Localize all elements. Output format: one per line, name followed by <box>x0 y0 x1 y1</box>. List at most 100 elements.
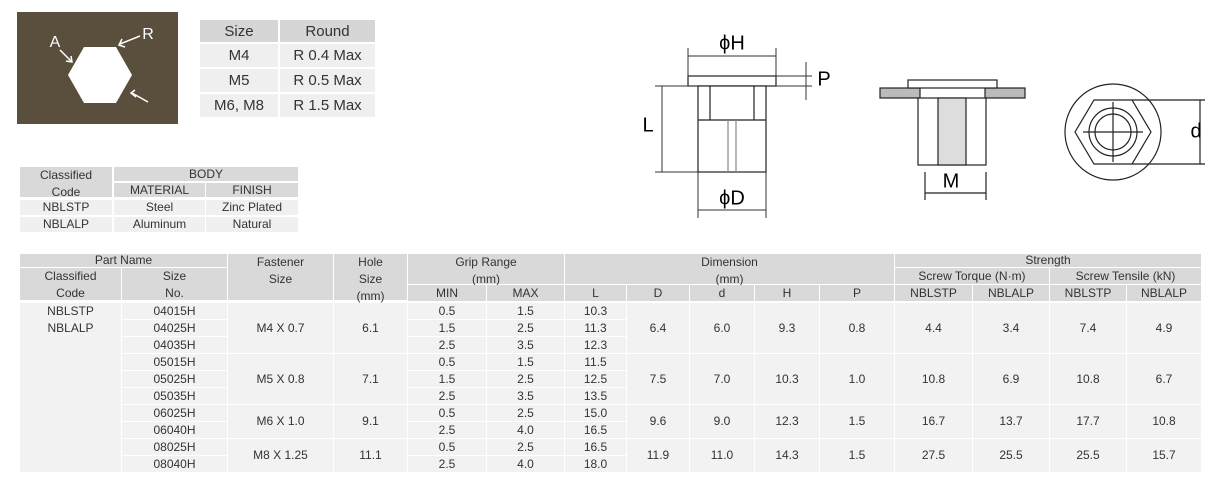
dimension-l-text: 11.5 <box>584 354 607 369</box>
dimension-d-outer-text: 6.4 <box>649 320 667 335</box>
header-cell-text: P <box>852 285 861 300</box>
grip-max-text: 4.0 <box>517 456 534 471</box>
size-no-text: 06040H <box>153 422 196 437</box>
round-cell-text: R 0.4 Max <box>293 47 362 64</box>
size-no-text: 04015H <box>153 303 196 318</box>
screw-tensile: 25.5 <box>1050 439 1126 472</box>
screw-torque-text: 10.8 <box>921 371 946 386</box>
material-cell-text: Aluminum <box>132 217 187 231</box>
size-cell-text: M4 <box>228 47 250 64</box>
grip-min: 0.5 <box>408 405 486 421</box>
hole-size: 9.1 <box>334 405 407 438</box>
material-cell-text: NBLALP <box>42 217 90 231</box>
size-no-text: 05035H <box>153 388 196 403</box>
grip-min: 0.5 <box>408 354 486 370</box>
screw-torque-text: 3.4 <box>1002 320 1020 335</box>
size-no-text: 05015H <box>153 354 196 369</box>
header-cell-text: Size <box>162 269 187 283</box>
header-cell: MIN <box>408 285 486 301</box>
grip-min-text: 0.5 <box>438 354 456 369</box>
screw-torque: 25.5 <box>973 439 1049 472</box>
dimension-d-thread-text: 9.0 <box>713 414 731 428</box>
grip-max-text: 2.5 <box>517 371 534 386</box>
header-cell: P <box>820 285 894 301</box>
header-cell-text: Screw Torque (N·m) <box>918 268 1026 283</box>
size-no-text: 04035H <box>153 337 196 352</box>
header-cell: Strength <box>895 253 1201 267</box>
screw-tensile-text: 25.5 <box>1076 448 1100 462</box>
grip-max: 2.5 <box>487 320 564 336</box>
screw-torque: 16.7 <box>895 405 972 438</box>
header-cell: d <box>690 285 754 301</box>
header-cell: Part Name <box>20 253 227 267</box>
grip-max: 2.5 <box>487 405 564 421</box>
dimension-d-thread: 9.0 <box>690 405 754 438</box>
header-cell-text: No. <box>165 286 184 300</box>
dimension-h: 12.3 <box>755 405 819 438</box>
dimension-label: M <box>943 170 960 192</box>
grip-max: 1.5 <box>487 354 564 370</box>
dimension-p: 1.5 <box>820 439 894 472</box>
round-cell-text: R 1.5 Max <box>293 97 362 114</box>
screw-tensile-text: 10.8 <box>1076 371 1100 386</box>
dimension-h: 10.3 <box>755 354 819 404</box>
screw-tensile: 15.7 <box>1127 439 1201 472</box>
screw-tensile-text: 15.7 <box>1152 448 1176 462</box>
grip-max: 3.5 <box>487 337 564 353</box>
header-cell-text: MAX <box>512 285 539 300</box>
screw-torque: 13.7 <box>973 405 1049 438</box>
material-cell-text: Natural <box>232 217 272 231</box>
screw-torque: 3.4 <box>973 303 1049 353</box>
grip-max: 3.5 <box>487 388 564 404</box>
dimension-p: 1.0 <box>820 354 894 404</box>
header-cell: L <box>565 285 626 301</box>
dimension-p-text: 1.5 <box>848 414 866 428</box>
dimension-d-outer: 11.9 <box>627 439 689 472</box>
screw-tensile: 10.8 <box>1050 354 1126 404</box>
classified-code-text: NBLALP <box>47 321 94 335</box>
dimension-l: 11.5 <box>565 354 626 370</box>
dimension-d-outer: 9.6 <box>627 405 689 438</box>
header-cell-text: Classified <box>39 168 93 182</box>
header-cell-text: NBLSTP <box>910 285 957 300</box>
hole-size-text: 11.1 <box>359 448 382 462</box>
fastener-size: M4 X 0.7 <box>228 303 333 353</box>
grip-min: 2.5 <box>408 388 486 404</box>
size-no: 06025H <box>122 405 227 421</box>
round-cell: R 0.4 Max <box>280 44 375 67</box>
dimension-l: 12.3 <box>565 337 626 353</box>
material-cell: NBLSTP <box>20 200 112 215</box>
header-cell: NBLALP <box>973 285 1049 301</box>
dimension-p-text: 0.8 <box>848 320 866 335</box>
material-cell-text: Steel <box>145 200 174 214</box>
classified-code-text: NBLSTP <box>47 304 94 318</box>
header-cell: Grip Range (mm) <box>408 254 564 286</box>
dimension-l-text: 16.5 <box>583 422 608 437</box>
header-cell: Hole Size (mm) <box>334 254 407 303</box>
grip-min-text: 0.5 <box>438 439 456 454</box>
dimension-d-thread: 7.0 <box>690 354 754 404</box>
size-no: 05025H <box>122 371 227 387</box>
header-cell-text: L <box>592 285 599 300</box>
dimension-h: 9.3 <box>755 303 819 353</box>
hole-size-text: 6.1 <box>362 320 379 335</box>
screw-tensile: 17.7 <box>1050 405 1126 438</box>
grip-max-text: 2.5 <box>517 439 534 454</box>
material-cell: NBLALP <box>20 217 112 232</box>
screw-tensile: 7.4 <box>1050 303 1126 353</box>
grip-max: 4.0 <box>487 456 564 472</box>
screw-tensile-text: 7.4 <box>1079 320 1097 335</box>
fastener-size: M5 X 0.8 <box>228 354 333 404</box>
screw-torque-text: 6.9 <box>1002 371 1020 386</box>
header-cell-text: Dimension <box>701 255 758 269</box>
grip-max: 2.5 <box>487 439 564 455</box>
header-cell: Dimension (mm) <box>565 254 894 286</box>
size-no-text: 06025H <box>153 405 196 420</box>
dimension-p-text: 1.5 <box>848 448 866 462</box>
dimension-l: 13.5 <box>565 388 626 404</box>
dimension-l: 15.0 <box>565 405 626 421</box>
header-cell-text: MATERIAL <box>129 182 190 197</box>
material-cell: Aluminum <box>114 217 205 232</box>
dimension-label: d <box>1190 120 1201 142</box>
hole-size-text: 7.1 <box>362 371 379 386</box>
